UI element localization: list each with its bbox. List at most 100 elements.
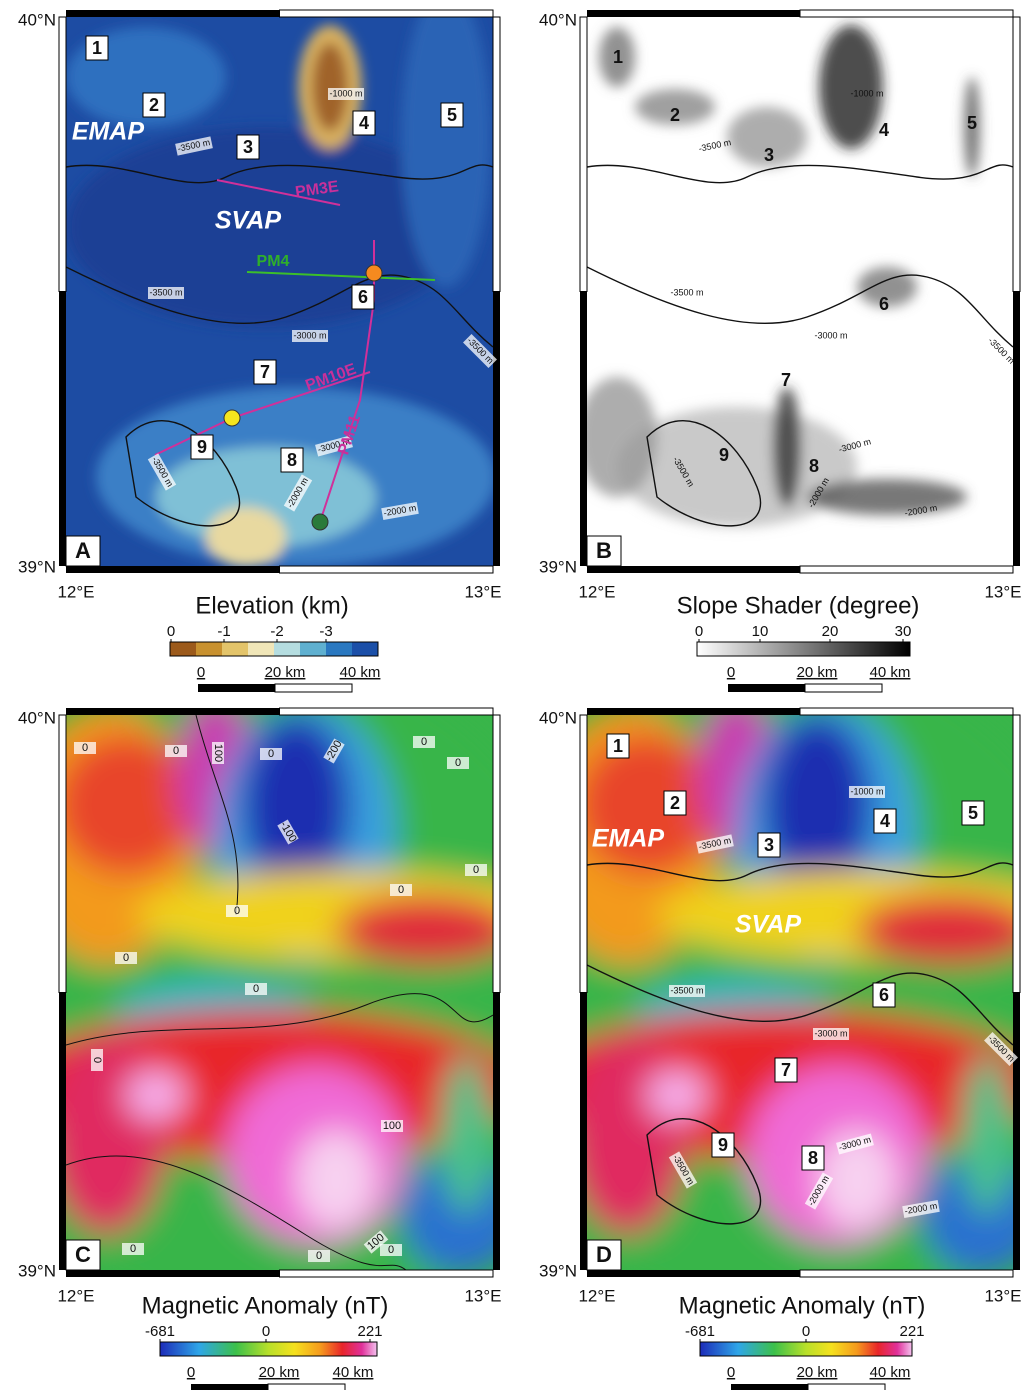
- colorbar-segment: [326, 642, 352, 656]
- longitude-label: 12°E: [57, 1286, 94, 1305]
- site-label: 4: [359, 113, 369, 133]
- scale-label: 40 km: [333, 1364, 374, 1381]
- relief: [126, 1070, 186, 1120]
- contour-label: 0: [234, 905, 240, 917]
- longitude-label: 13°E: [464, 582, 501, 601]
- scale-bar: [731, 1384, 808, 1390]
- contour-label: 0: [123, 952, 129, 964]
- contour-label-group: 0: [390, 884, 412, 896]
- contour-label-group: -3500 m: [669, 287, 705, 299]
- figure: 40°N39°N12°E13°E-1000 m-3500 m-3500 m-30…: [0, 0, 1027, 1390]
- colorbar: [700, 1342, 912, 1356]
- site-label: 3: [243, 137, 253, 157]
- site-label: 1: [613, 736, 623, 756]
- relief: [296, 1130, 376, 1230]
- frame-bar: [493, 292, 500, 567]
- colorbar-tick-label: -1: [217, 623, 230, 640]
- frame-bar: [587, 1270, 800, 1277]
- frame-bar: [1013, 292, 1020, 567]
- site-label: 5: [447, 105, 457, 125]
- contour-label: -3000 m: [814, 330, 847, 340]
- site-label: 6: [879, 294, 889, 314]
- contour-label-group: 0: [91, 1049, 103, 1071]
- colorbar-tick-label: 221: [899, 1323, 924, 1340]
- contour-label: 0: [253, 983, 259, 995]
- contour-label: 0: [82, 742, 88, 754]
- panel-letter: D: [596, 1242, 612, 1267]
- relief: [962, 1055, 1012, 1215]
- relief: [762, 715, 872, 895]
- longitude-label: 12°E: [578, 1286, 615, 1305]
- relief: [441, 1055, 491, 1215]
- contour-label: 0: [173, 745, 179, 757]
- contour-label: 100: [383, 1120, 401, 1132]
- frame-bar: [800, 1270, 1013, 1277]
- frame-bar: [66, 1270, 280, 1277]
- site-label: 3: [764, 835, 774, 855]
- longitude-label: 13°E: [984, 1286, 1021, 1305]
- frame-bar: [580, 993, 587, 1271]
- frame-bar: [280, 566, 494, 573]
- contour-label: -3000 m: [814, 1028, 847, 1038]
- colorbar-segment: [170, 642, 196, 656]
- contour-label-group: -1000 m: [328, 88, 364, 100]
- frame-bar: [493, 715, 500, 993]
- contour-label-group: -1000 m: [849, 88, 885, 100]
- profile-label: PM4: [257, 253, 290, 270]
- relief: [206, 507, 286, 567]
- scale-label: 40 km: [340, 664, 381, 681]
- frame-bar: [1013, 17, 1020, 292]
- frame-bar: [280, 708, 494, 715]
- frame-bar: [66, 10, 280, 17]
- region-label: SVAP: [215, 207, 282, 235]
- frame-bar: [587, 566, 800, 573]
- scale-bar: [198, 684, 275, 692]
- colorbar-tick-label: 221: [357, 1323, 382, 1340]
- panel-letter: B: [596, 538, 612, 563]
- contour-label: -1000 m: [850, 88, 883, 98]
- longitude-label: 12°E: [578, 582, 615, 601]
- colorbar-tick-label: 0: [695, 623, 703, 640]
- contour-label: 0: [388, 1244, 394, 1256]
- colorbar-segment: [300, 642, 326, 656]
- scale-label: 20 km: [265, 664, 306, 681]
- contour-label-group: -3500 m: [669, 985, 705, 997]
- site-label: 2: [670, 105, 680, 125]
- contour-label-group: 0: [465, 864, 487, 876]
- frame-bar: [280, 10, 494, 17]
- frame-bar: [580, 715, 587, 993]
- site-label: 8: [808, 1148, 818, 1168]
- scale-bar: [728, 684, 805, 692]
- frame-bar: [580, 17, 587, 292]
- frame-bar: [587, 708, 800, 715]
- contour-label-group: 0: [165, 745, 187, 757]
- contour-label: -1000 m: [850, 786, 883, 796]
- contour-label: 0: [473, 864, 479, 876]
- contour-label-group: 0: [122, 1243, 144, 1255]
- contour-label-group: -3000 m: [813, 1028, 849, 1040]
- contour-label-group: -3500 m: [148, 287, 184, 299]
- colorbar-segment: [248, 642, 274, 656]
- colorbar-tick-label: -3: [319, 623, 332, 640]
- site-label: 2: [670, 793, 680, 813]
- latitude-label: 40°N: [539, 708, 577, 727]
- colorbar-segment: [222, 642, 248, 656]
- frame-bar: [280, 1270, 494, 1277]
- site-label: 3: [764, 145, 774, 165]
- colorbar-title: Slope Shader (degree): [677, 592, 920, 619]
- site-label: 1: [613, 47, 623, 67]
- contour-label-group: 0: [260, 748, 282, 760]
- relief: [807, 479, 967, 515]
- scale-label: 20 km: [797, 664, 838, 681]
- colorbar: [697, 642, 910, 656]
- site-marker: [366, 265, 382, 281]
- site-marker: [224, 410, 240, 426]
- scale-label: 40 km: [870, 664, 911, 681]
- contour-label-group: 0: [226, 905, 248, 917]
- contour-label: 0: [421, 736, 427, 748]
- site-label: 4: [880, 811, 890, 831]
- colorbar-tick-label: -681: [685, 1323, 715, 1340]
- contour-label: 0: [398, 884, 404, 896]
